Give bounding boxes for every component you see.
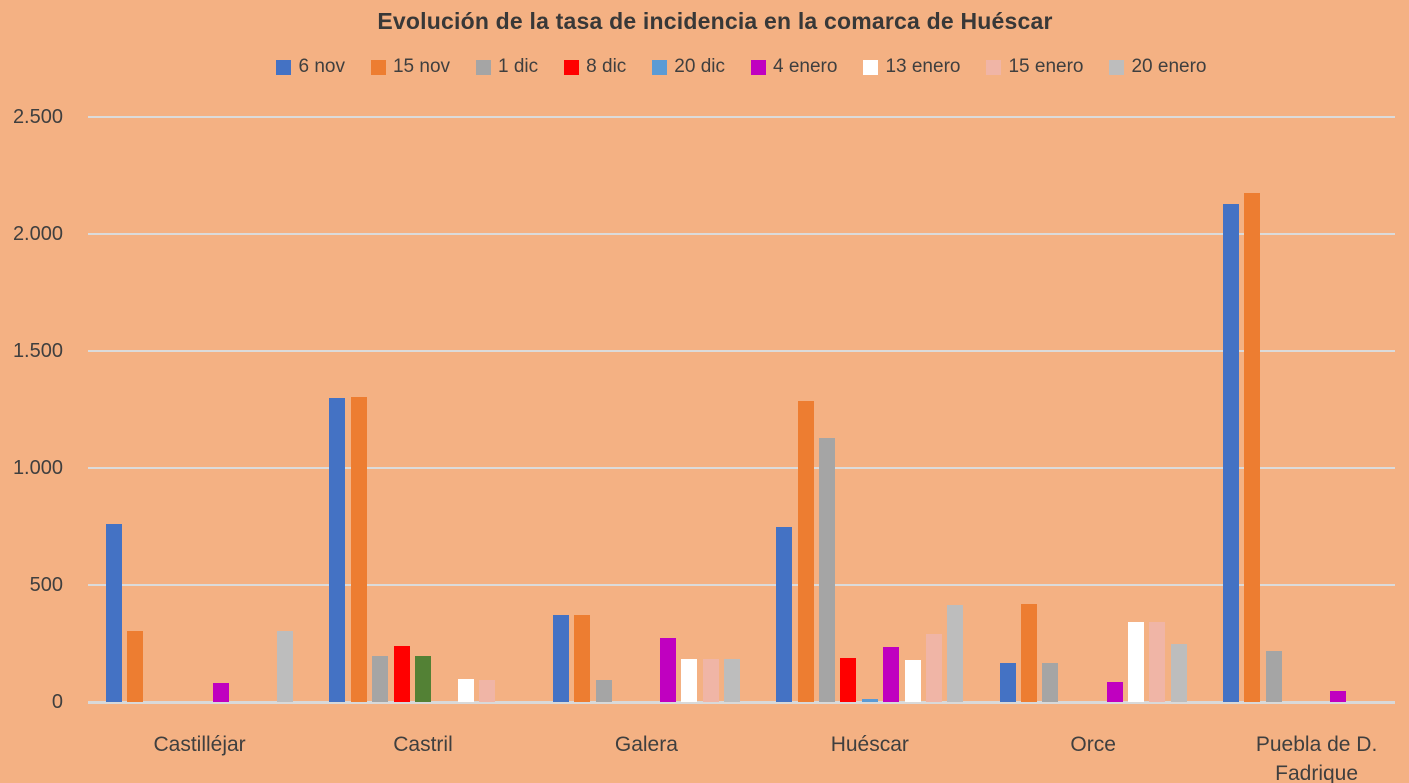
legend-item-20-dic: 20 dic (652, 56, 725, 78)
plot-area: 0 500 1.000 1.500 2.000 2.500 (13, 107, 1395, 712)
legend-label: 15 enero (1008, 56, 1084, 77)
bar-huéscar-15-enero (926, 634, 942, 702)
legend-color-swatch (652, 59, 668, 75)
legend-item-20-enero: 20 enero (1109, 56, 1207, 78)
bar-puebla-de-d-fadrique-15-nov (1244, 193, 1261, 702)
bar-galera-15-nov (574, 615, 591, 702)
y-axis-tick-label: 500 (29, 574, 63, 596)
legend: 6 nov 15 nov 1 dic 8 dic 20 dic 4 enero 13 ene… (88, 56, 1395, 78)
x-axis-category-label: Castilléjar (153, 733, 246, 756)
legend-label: 15 nov (392, 56, 451, 77)
x-axis-category-label: Puebla de D. Fadrique (1255, 733, 1378, 783)
legend-color-swatch (1109, 59, 1125, 75)
gridline (88, 584, 1395, 586)
bar-huéscar-4-enero (883, 647, 900, 702)
bar-castilléjar-20-enero (277, 630, 294, 702)
legend-color-swatch (751, 59, 766, 75)
legend-label: 20 enero (1131, 56, 1207, 77)
legend-item-15-enero: 15 enero (986, 56, 1083, 78)
bar-castril-15-nov (350, 396, 367, 702)
legend-label: 8 dic (586, 56, 627, 77)
bar-galera-6-nov (552, 615, 569, 702)
y-axis-tick-label: 0 (51, 691, 63, 713)
bar-orce-4-enero (1106, 682, 1123, 702)
bar-castilléjar-15-nov (127, 630, 144, 702)
legend-item-15-nov: 15 nov (370, 56, 451, 78)
bar-castril-13-enero (457, 678, 474, 702)
bar-orce-15-enero (1149, 622, 1166, 702)
bar-huéscar-1-dic (819, 437, 835, 702)
legend-label: 1 dic (498, 56, 539, 77)
bar-orce-20-enero (1170, 643, 1187, 702)
legend-color-swatch (863, 59, 879, 75)
bar-galera-20-enero (724, 658, 740, 702)
bar-orce-15-nov (1021, 603, 1037, 702)
legend-label: 6 nov (298, 56, 345, 77)
bar-castril-15-enero (479, 679, 496, 702)
bar-orce-1-dic (1042, 663, 1059, 702)
legend-color-swatch (564, 59, 580, 75)
gridline (88, 233, 1395, 235)
bar-huéscar-13-enero (904, 659, 921, 702)
y-axis-tick-label: 1.000 (12, 457, 63, 479)
legend-item-6-nov: 6 nov (276, 56, 345, 78)
bar-huéscar-20-dic (861, 698, 878, 702)
legend-label: 4 enero (773, 56, 838, 77)
gridline (88, 467, 1395, 469)
bar-huéscar-20-enero (947, 604, 964, 702)
bar-orce-6-nov (999, 663, 1016, 702)
x-axis-category-label: Huéscar (830, 733, 909, 756)
legend-label: 13 enero (885, 56, 961, 77)
bar-castilléjar-6-nov (106, 524, 122, 702)
bar-orce-13-enero (1128, 622, 1144, 702)
legend-item-13-enero: 13 enero (863, 56, 960, 78)
legend-color-swatch (276, 59, 292, 75)
x-axis-category-label: Orce (1070, 733, 1116, 756)
legend-color-swatch (370, 59, 386, 75)
chart-title: Evolución de la tasa de incidencia en la… (377, 8, 1053, 34)
bar-puebla-de-d-fadrique-1-dic (1265, 650, 1282, 702)
legend-color-swatch (986, 59, 1002, 75)
gridline (88, 350, 1395, 352)
bar-galera-1-dic (595, 679, 612, 702)
legend-item-8-dic: 8 dic (564, 56, 626, 78)
bar-puebla-de-d-fadrique-6-nov (1223, 203, 1239, 702)
bar-castril-20-dic (415, 656, 431, 702)
bar-castril-6-nov (329, 397, 346, 702)
bar-puebla-de-d-fadrique-4-enero (1330, 691, 1346, 702)
bar-huéscar-6-nov (776, 526, 793, 702)
bar-galera-13-enero (681, 658, 698, 702)
bar-huéscar-8-dic (840, 657, 857, 702)
bar-castril-1-dic (372, 656, 389, 702)
y-axis-tick-label: 1.500 (12, 340, 63, 362)
bar-huéscar-15-nov (797, 401, 814, 702)
x-axis-line (88, 701, 1395, 704)
bar-castilléjar-4-enero (213, 683, 229, 702)
legend-item-1-dic: 1 dic (476, 56, 538, 78)
bar-castril-8-dic (393, 645, 410, 702)
legend-color-swatch (476, 59, 492, 75)
y-axis-tick-label: 2.000 (12, 223, 63, 245)
legend-item-4-enero: 4 enero (751, 56, 837, 78)
legend-label: 20 dic (674, 56, 725, 77)
gridline (88, 116, 1395, 118)
bar-galera-4-enero (659, 637, 676, 702)
x-axis-category-label: Galera (614, 733, 678, 756)
bar-galera-15-enero (702, 658, 719, 702)
y-axis-tick-label: 2.500 (12, 106, 63, 128)
x-axis-category-label: Castril (393, 733, 453, 756)
